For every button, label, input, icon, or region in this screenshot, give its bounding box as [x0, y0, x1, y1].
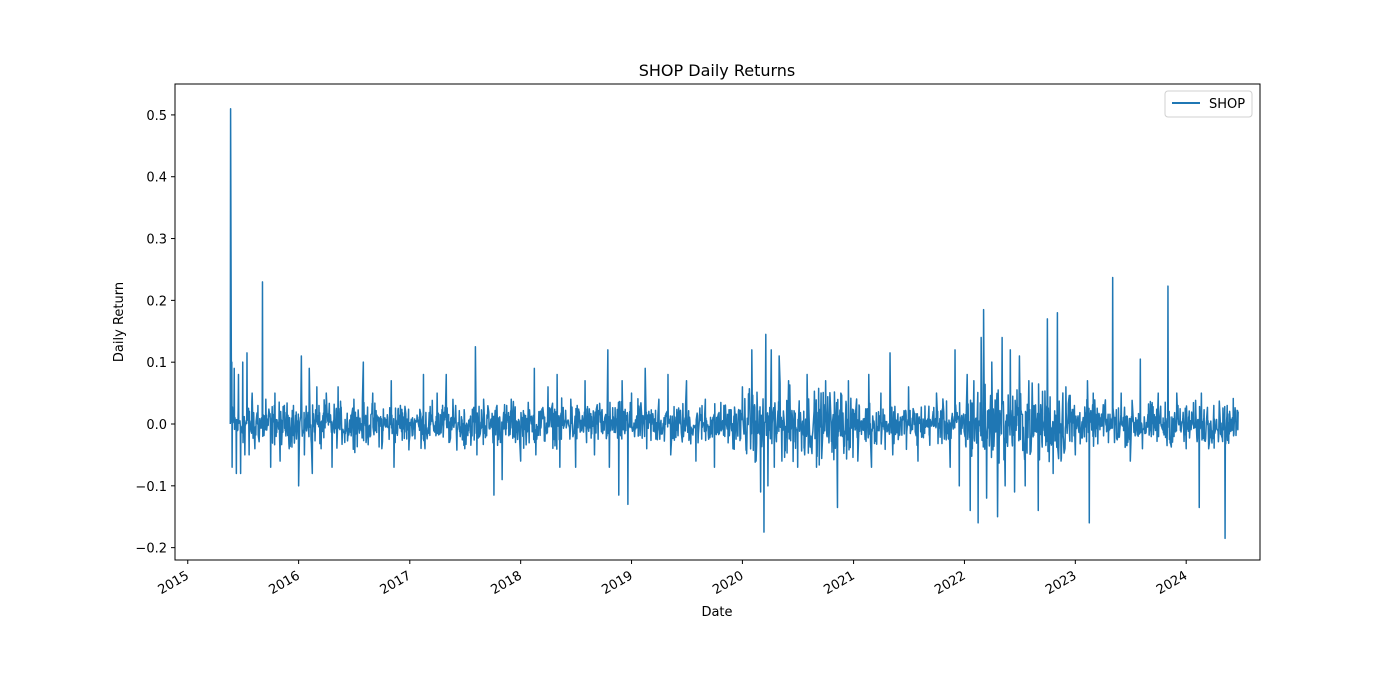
- series-line-shop: [229, 107, 1239, 540]
- legend: SHOP: [1164, 90, 1253, 118]
- plot-frame: [174, 83, 1261, 561]
- y-axis-label: Daily Return: [112, 282, 127, 362]
- y-tick-label: −0.2: [135, 542, 167, 557]
- y-axis: −0.2 −0.1 0.0 0.1 0.2 0.3 0.4 0.5: [135, 109, 175, 557]
- chart-title: SHOP Daily Returns: [639, 61, 796, 80]
- y-tick-label: 0.1: [146, 356, 167, 371]
- y-tick-label: 0.4: [146, 171, 167, 186]
- y-tick-label: 0.2: [146, 294, 167, 309]
- y-tick-label: 0.3: [146, 233, 167, 248]
- plot-area: [229, 107, 1239, 540]
- y-tick-label: −0.1: [135, 480, 167, 495]
- y-tick-label: 0.5: [146, 109, 167, 124]
- legend-box: [1164, 90, 1253, 118]
- legend-label: SHOP: [1209, 97, 1245, 112]
- x-axis-label: Date: [701, 605, 732, 620]
- y-tick-label: 0.0: [146, 418, 167, 433]
